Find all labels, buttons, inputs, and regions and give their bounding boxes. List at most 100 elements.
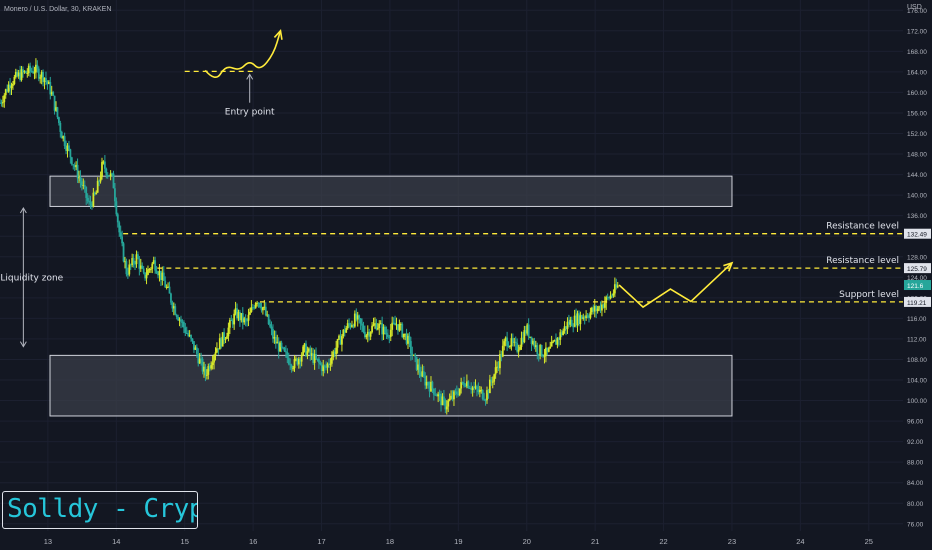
candle-body	[353, 313, 356, 327]
candle-body	[269, 324, 271, 327]
candle-body	[167, 286, 169, 288]
x-tick-label: 25	[865, 537, 873, 546]
candle-body	[606, 296, 609, 298]
candle-body	[33, 72, 36, 74]
y-tick-label: 80.00	[907, 501, 924, 508]
candle-body	[444, 400, 447, 410]
candle-body	[352, 325, 355, 327]
candle-body	[300, 355, 303, 362]
candle-body	[434, 394, 437, 396]
candle-body	[519, 346, 521, 350]
candle-body	[503, 341, 506, 346]
candle-body	[599, 306, 602, 311]
candle-body	[73, 165, 76, 168]
candle-body	[363, 331, 366, 338]
candle-body	[36, 64, 39, 69]
x-tick-label: 13	[44, 537, 52, 546]
x-tick-label: 20	[523, 537, 531, 546]
candle-body	[342, 329, 345, 337]
candle-body	[1, 102, 4, 104]
candle-body	[398, 324, 401, 331]
y-tick-label: 124.00	[907, 275, 927, 282]
candle-body	[135, 254, 138, 265]
candle-body	[307, 348, 310, 352]
candle-body	[174, 306, 177, 315]
candle-body	[318, 359, 320, 363]
candle-body	[326, 363, 329, 368]
y-tick-label: 88.00	[907, 460, 924, 467]
candle-body	[451, 395, 454, 400]
candle-body	[526, 324, 529, 334]
candle-body	[247, 314, 250, 321]
candle-body	[297, 358, 300, 365]
candle-body	[16, 72, 19, 77]
candle-body	[424, 376, 427, 386]
candle-body	[470, 388, 473, 390]
liquidity-arrow-bottom	[19, 341, 27, 348]
candle-body	[430, 381, 432, 392]
x-tick-label: 23	[728, 537, 736, 546]
candle-body	[497, 366, 500, 369]
candle-body	[412, 354, 415, 356]
y-tick-label: 160.00	[907, 90, 927, 97]
candle-body	[188, 335, 191, 337]
candle-body	[244, 318, 247, 321]
candle-body	[570, 319, 573, 327]
candle-body	[417, 364, 419, 370]
candle-body	[385, 332, 388, 335]
candle-body	[193, 341, 195, 350]
candle-body	[273, 336, 276, 339]
candle-body	[422, 371, 425, 377]
price-axis-bg	[903, 0, 932, 550]
candle-body	[283, 347, 286, 352]
candle-body	[20, 69, 23, 80]
y-tick-label: 176.00	[907, 8, 927, 15]
candle-body	[80, 181, 83, 186]
level-badge-3	[904, 296, 931, 307]
y-tick-label: 144.00	[907, 172, 927, 179]
candle-body	[310, 353, 313, 355]
candle-body	[40, 72, 43, 78]
candle-body	[612, 293, 615, 296]
candle-body	[13, 76, 16, 84]
candle-body	[346, 323, 349, 329]
candle-body	[543, 355, 546, 357]
candle-body	[114, 188, 116, 202]
candle-body	[471, 387, 474, 390]
candle-body	[325, 367, 328, 369]
level-text-2: Resistance level	[826, 256, 899, 266]
candle-body	[382, 326, 385, 335]
candle-body	[598, 306, 600, 309]
candle-body	[579, 315, 582, 325]
candle-body	[437, 393, 440, 397]
candle-body	[402, 333, 405, 338]
candle-body	[474, 386, 477, 388]
candle-body	[306, 351, 309, 357]
candle-body	[37, 68, 40, 79]
candle-body	[147, 269, 149, 275]
candle-body	[384, 326, 386, 333]
candle-body	[43, 77, 46, 83]
candle-body	[216, 348, 218, 353]
candle-body	[394, 322, 396, 326]
last-price-badge-text: 121.6	[907, 283, 924, 290]
price-axis: USD 76.00 80.00 84.00 88.00 92.00 96.00 100.00 1…	[903, 0, 932, 550]
level-text-3: Support level	[839, 290, 899, 300]
y-tick-label: 84.00	[907, 480, 924, 487]
candle-body	[348, 323, 350, 325]
candle-body	[504, 337, 507, 342]
candle-body	[480, 389, 483, 391]
candle-body	[420, 372, 422, 377]
candle-body	[261, 307, 264, 311]
candle-body	[99, 176, 102, 182]
candle-body	[486, 390, 488, 401]
candle-body	[488, 379, 491, 394]
candle-body	[131, 258, 134, 265]
candle-body	[91, 203, 93, 207]
candle-body	[62, 136, 65, 139]
candle-body	[506, 337, 509, 346]
candle-body	[425, 381, 428, 386]
candle-body	[513, 341, 516, 343]
